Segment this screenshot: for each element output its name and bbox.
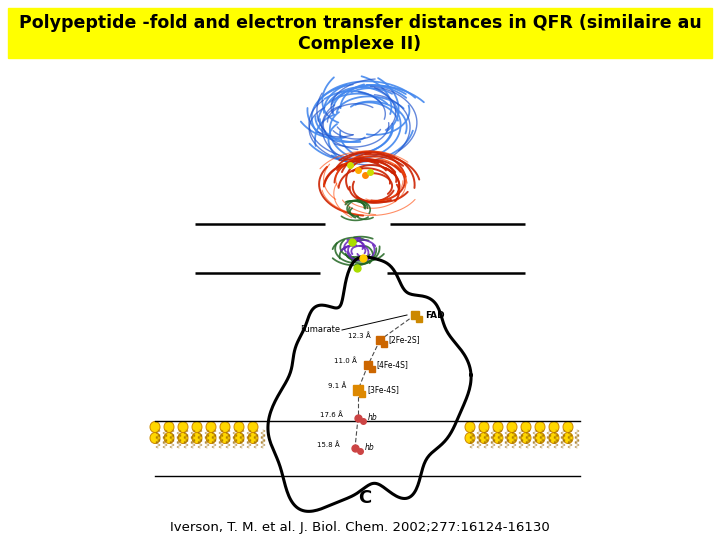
Text: 12.3 Å: 12.3 Å [348, 333, 371, 339]
Ellipse shape [164, 433, 174, 443]
Ellipse shape [164, 422, 174, 433]
Ellipse shape [507, 422, 517, 433]
Ellipse shape [549, 433, 559, 443]
Text: [3Fe-4S]: [3Fe-4S] [367, 386, 399, 395]
Ellipse shape [150, 433, 160, 443]
Text: 15.8 Å: 15.8 Å [317, 442, 340, 448]
Ellipse shape [507, 433, 517, 443]
Ellipse shape [206, 422, 216, 433]
Text: Iverson, T. M. et al. J. Biol. Chem. 2002;277:16124-16130: Iverson, T. M. et al. J. Biol. Chem. 200… [170, 522, 550, 535]
Ellipse shape [465, 422, 475, 433]
Ellipse shape [234, 433, 244, 443]
Text: 17.6 Å: 17.6 Å [320, 411, 343, 418]
Text: Fumarate: Fumarate [300, 326, 340, 334]
Ellipse shape [192, 433, 202, 443]
Ellipse shape [220, 422, 230, 433]
Text: 9.1 Å: 9.1 Å [328, 383, 346, 389]
Ellipse shape [479, 433, 489, 443]
Ellipse shape [206, 433, 216, 443]
Ellipse shape [479, 422, 489, 433]
Ellipse shape [535, 433, 545, 443]
Ellipse shape [178, 422, 188, 433]
Ellipse shape [465, 433, 475, 443]
Ellipse shape [192, 422, 202, 433]
Text: [2Fe-2S]: [2Fe-2S] [388, 335, 420, 345]
Ellipse shape [563, 433, 573, 443]
Ellipse shape [220, 433, 230, 443]
Text: [4Fe-4S]: [4Fe-4S] [376, 361, 408, 369]
Ellipse shape [493, 422, 503, 433]
Text: hb: hb [365, 443, 374, 453]
FancyBboxPatch shape [8, 8, 712, 58]
Text: 11.0 Å: 11.0 Å [334, 357, 357, 364]
Ellipse shape [493, 433, 503, 443]
Text: Polypeptide -fold and electron transfer distances in QFR (similaire au: Polypeptide -fold and electron transfer … [19, 14, 701, 32]
Ellipse shape [521, 433, 531, 443]
Ellipse shape [563, 422, 573, 433]
Ellipse shape [549, 422, 559, 433]
Ellipse shape [535, 422, 545, 433]
Ellipse shape [234, 422, 244, 433]
Text: FAD: FAD [425, 310, 445, 320]
Ellipse shape [150, 422, 160, 433]
Text: Complexe II): Complexe II) [298, 35, 422, 53]
Ellipse shape [248, 422, 258, 433]
Ellipse shape [521, 422, 531, 433]
Ellipse shape [248, 433, 258, 443]
Text: C: C [359, 489, 372, 507]
Ellipse shape [178, 433, 188, 443]
Text: hb: hb [368, 414, 378, 422]
